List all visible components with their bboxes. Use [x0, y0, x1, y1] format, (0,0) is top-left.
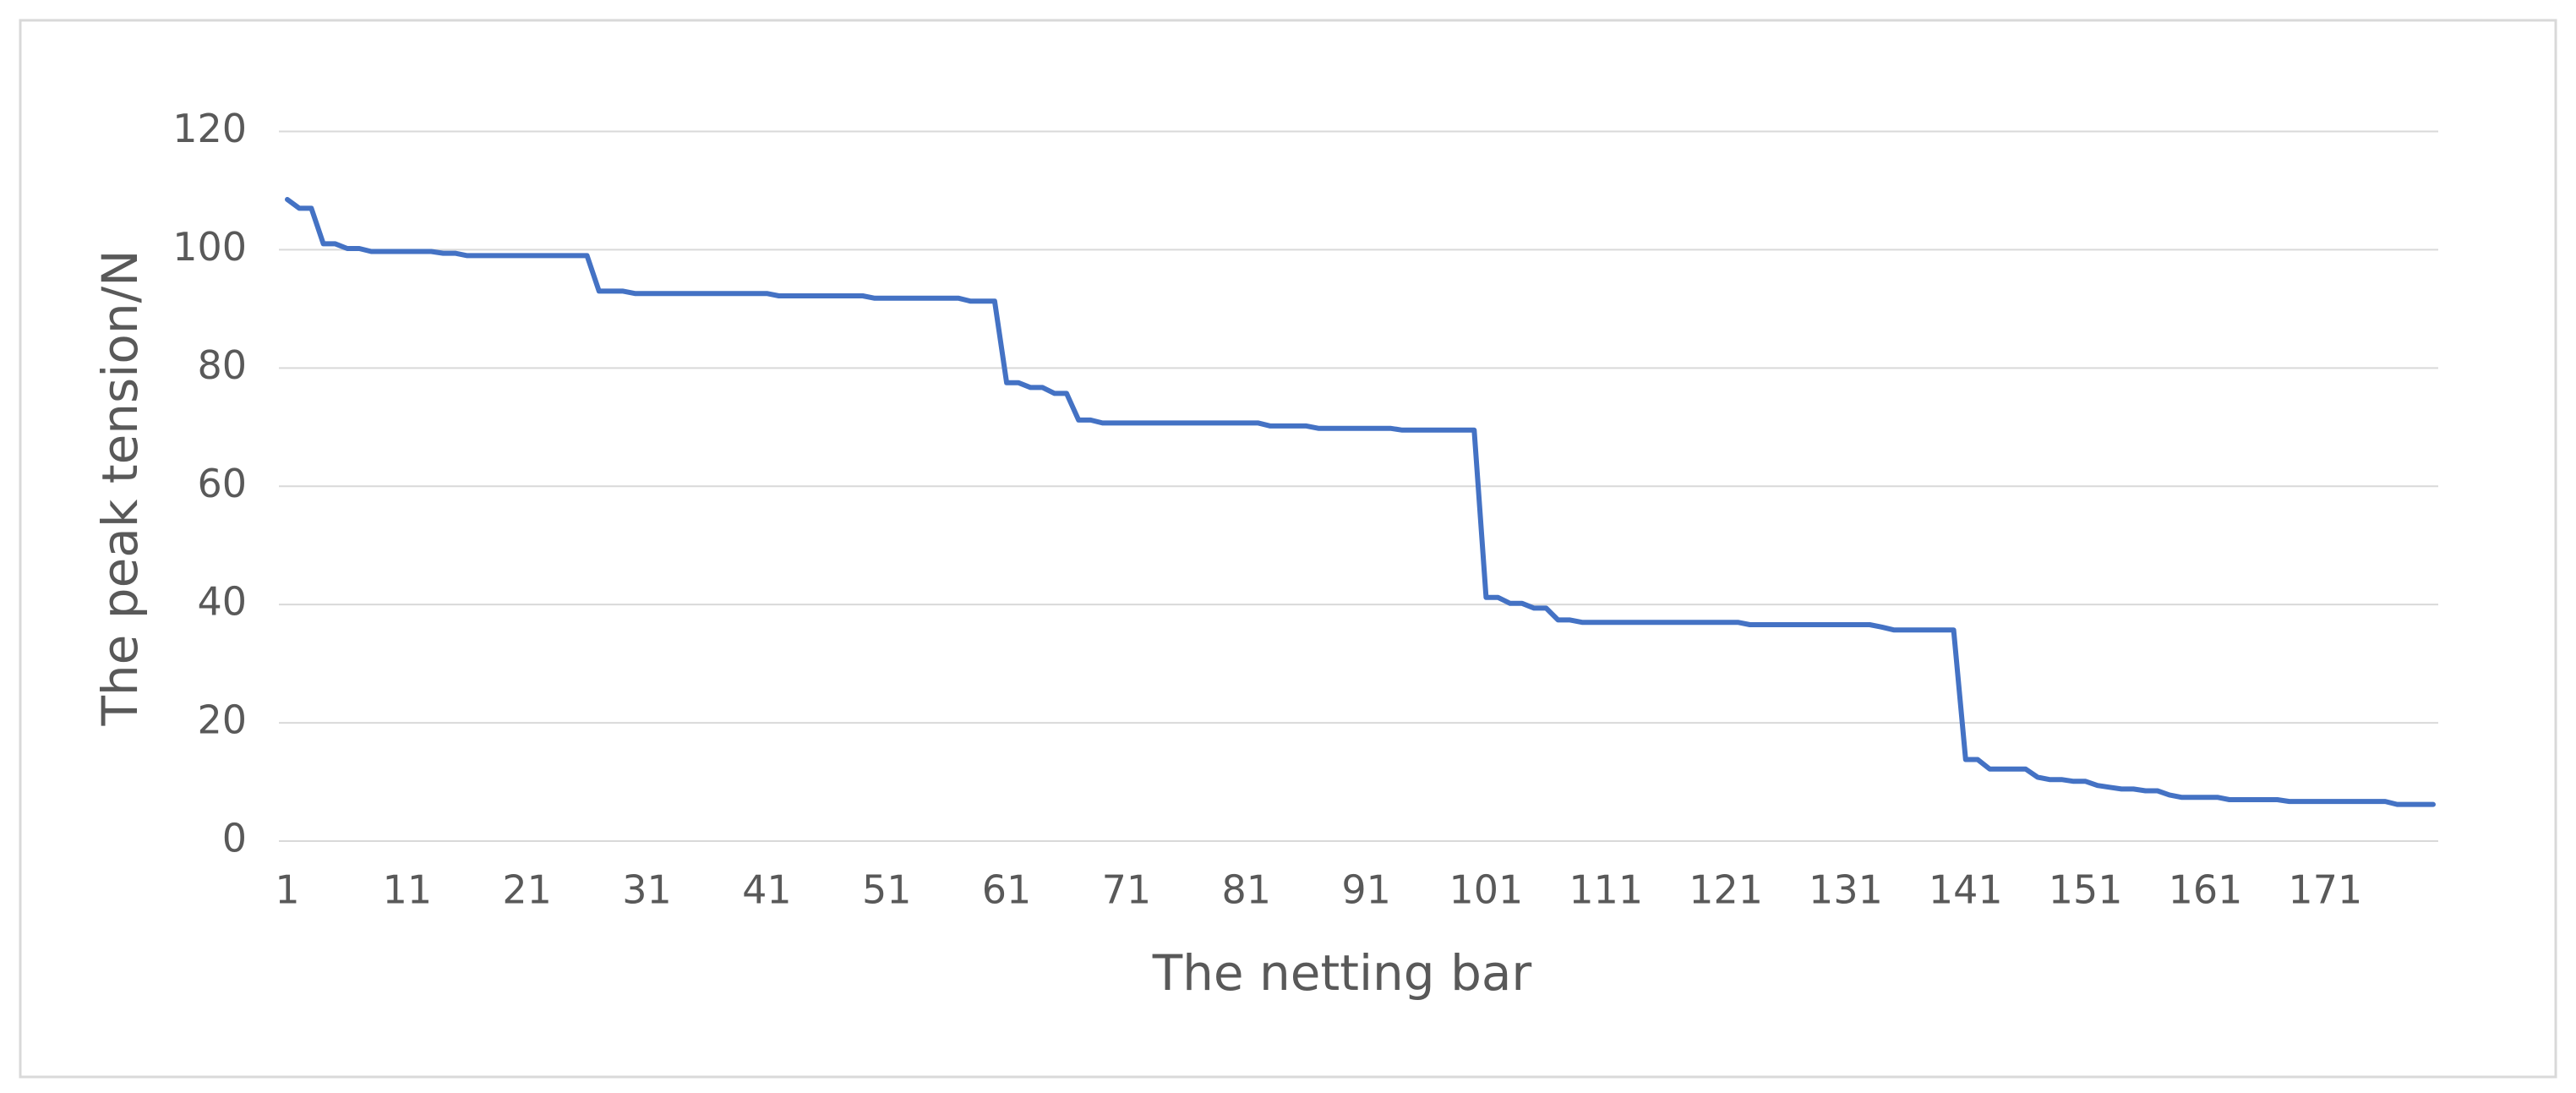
y-tick-label: 60	[197, 461, 247, 506]
x-tick-label: 71	[1102, 867, 1152, 913]
y-tick-label: 0	[222, 816, 247, 861]
y-tick-label: 80	[197, 342, 247, 388]
x-tick-label: 61	[982, 867, 1032, 913]
x-tick-label: 21	[502, 867, 552, 913]
x-tick-label: 141	[1929, 867, 2003, 913]
x-tick-label: 151	[2049, 867, 2123, 913]
y-tick-label: 100	[172, 224, 247, 270]
x-axis-title: The netting bar	[1152, 944, 1532, 1002]
x-tick-label: 11	[383, 867, 433, 913]
x-tick-label: 171	[2288, 867, 2362, 913]
x-tick-label: 101	[1449, 867, 1524, 913]
x-tick-label: 81	[1221, 867, 1271, 913]
x-tick-label: 91	[1341, 867, 1391, 913]
x-tick-label: 121	[1689, 867, 1763, 913]
y-tick-label: 40	[197, 579, 247, 625]
y-axis-title: The peak tension/N	[91, 249, 149, 726]
x-tick-label: 161	[2169, 867, 2243, 913]
x-tick-label: 1	[275, 867, 299, 913]
data-line	[285, 197, 2436, 807]
x-tick-label: 131	[1809, 867, 1883, 913]
x-tick-label: 41	[742, 867, 792, 913]
x-tick-label: 51	[862, 867, 912, 913]
chart-border	[19, 19, 2557, 1079]
y-tick-label: 20	[197, 697, 247, 743]
x-tick-label: 111	[1569, 867, 1643, 913]
y-tick-label: 120	[172, 106, 247, 151]
x-tick-label: 31	[622, 867, 672, 913]
